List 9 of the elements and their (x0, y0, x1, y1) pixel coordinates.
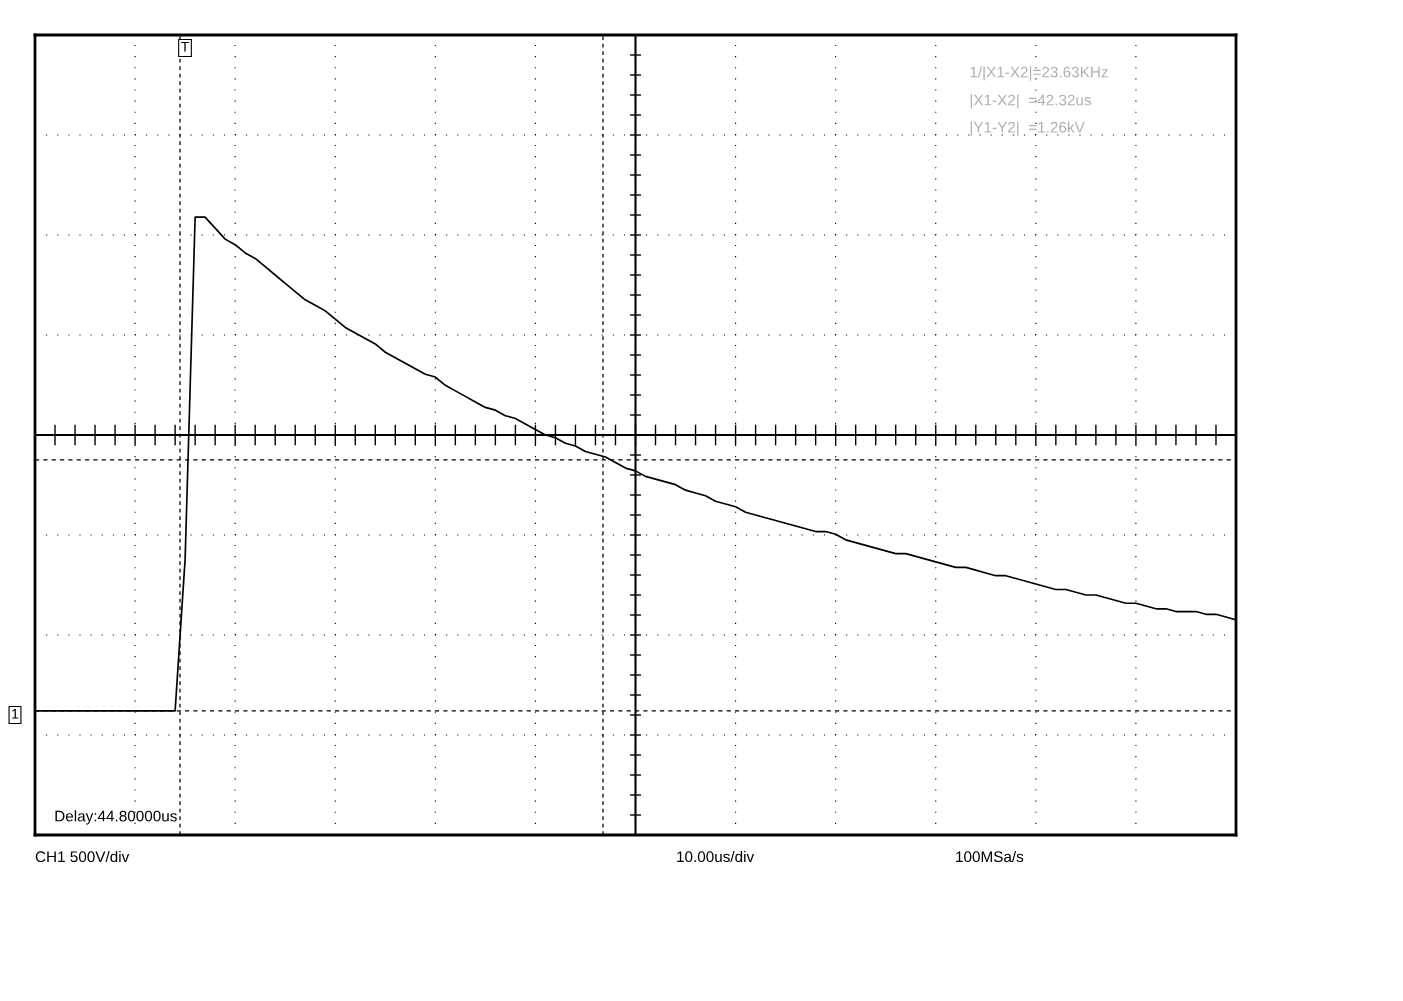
text: T (181, 42, 189, 52)
text: |X1-X2| =42.32us (970, 94, 1091, 109)
text: 1 (12, 709, 19, 719)
text: Delay:44.80000us (55, 810, 177, 825)
text: CH1 500V/div (35, 850, 130, 863)
text: 100MSa/s (956, 850, 1024, 863)
text: 1/|X1-X2|=23.63KHz (970, 66, 1108, 81)
text: |Y1-Y2| =1.26kV (970, 121, 1085, 136)
text: 10.00us/div (677, 850, 755, 863)
